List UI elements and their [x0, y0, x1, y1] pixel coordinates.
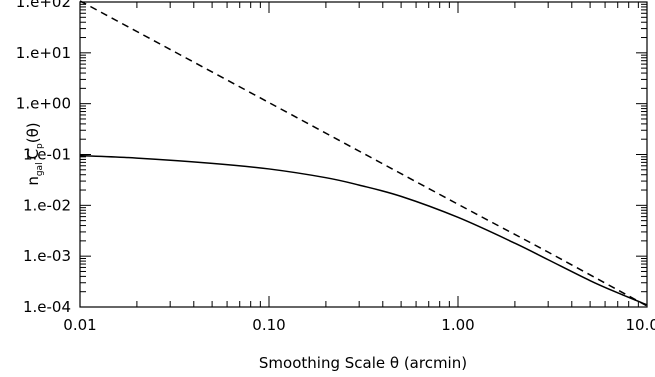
y-label-arg: (θ)	[24, 122, 42, 143]
y-tick-label: 1.e-03	[23, 247, 71, 265]
y-tick-label: 1.e-01	[23, 146, 71, 164]
y-tick-label: 1.e+01	[16, 44, 71, 62]
y-tick-label: 1.e+02	[16, 0, 71, 11]
x-tick-label: 0.10	[252, 316, 285, 334]
y-axis-label: ngal Cp(θ)	[24, 122, 45, 185]
major-ticks	[79, 1, 648, 308]
y-label-base: n	[24, 176, 42, 186]
y-tick-label: 1.e+00	[16, 95, 71, 113]
solid-series-line	[79, 154, 648, 306]
y-label-func-sub: p	[35, 143, 45, 149]
x-axis-label: Smoothing Scale θ (arcmin)	[259, 354, 467, 372]
series-group	[79, 0, 648, 307]
x-tick-label: 0.01	[63, 316, 96, 334]
x-tick-labels: 0.01 0.10 1.00 10.00	[63, 316, 655, 334]
y-tick-label: 1.e-02	[23, 196, 71, 214]
y-tick-labels: 1.e+02 1.e+01 1.e+00 1.e-01 1.e-02 1.e-03 1.e-…	[16, 0, 71, 316]
x-tick-label: 10.00	[626, 316, 655, 334]
minor-ticks	[80, 2, 647, 307]
dashed-series-line	[79, 0, 648, 307]
plot-frame	[79, 1, 648, 308]
y-label-func: C	[24, 149, 42, 159]
y-tick-label: 1.e-04	[23, 298, 71, 316]
x-tick-label: 1.00	[441, 316, 474, 334]
y-label-base-sub: gal	[35, 162, 45, 176]
